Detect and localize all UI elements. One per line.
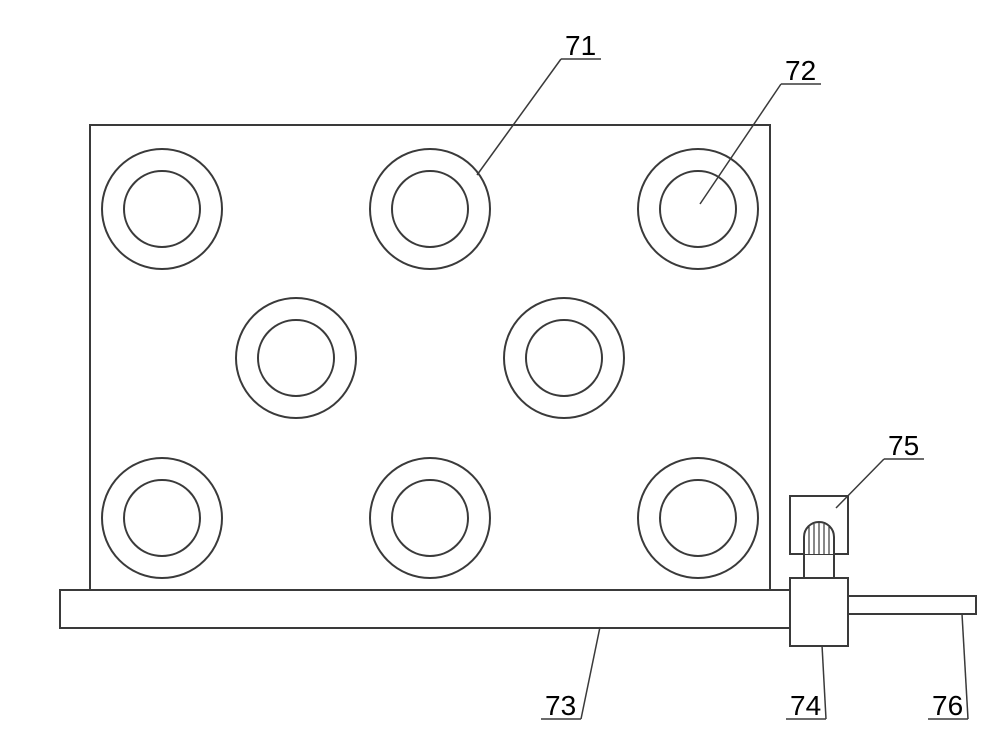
ring-inner-7	[660, 480, 736, 556]
ring-inner-5	[124, 480, 200, 556]
label-74: 74	[790, 690, 821, 721]
ring-inner-0	[124, 171, 200, 247]
label-71: 71	[565, 30, 596, 61]
label-75: 75	[888, 430, 919, 461]
ring-inner-2	[660, 171, 736, 247]
ring-inner-6	[392, 480, 468, 556]
ring-inner-3	[258, 320, 334, 396]
label-72: 72	[785, 55, 816, 86]
pivot-block-74	[790, 578, 848, 646]
base-plate-73	[60, 590, 810, 628]
lever-arm-76	[848, 596, 976, 614]
ring-inner-4	[526, 320, 602, 396]
label-73: 73	[545, 690, 576, 721]
ring-inner-1	[392, 171, 468, 247]
label-76: 76	[932, 690, 963, 721]
